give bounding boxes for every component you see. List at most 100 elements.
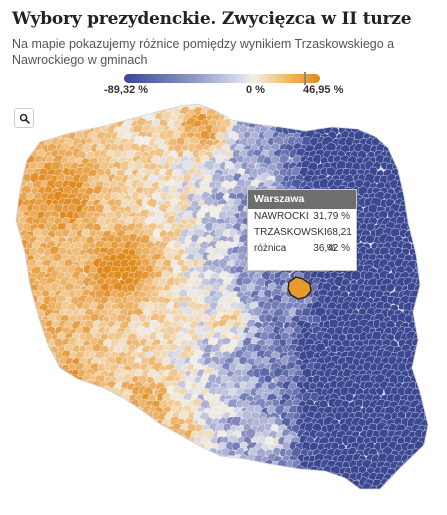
municipality-cell[interactable] [427,405,437,415]
municipality-cell[interactable] [58,368,70,381]
municipality-cell[interactable] [322,476,333,489]
municipality-cell[interactable] [27,418,41,430]
municipality-cell[interactable] [5,425,15,435]
municipality-cell[interactable] [384,97,394,105]
municipality-cell[interactable] [17,337,29,350]
municipality-cell[interactable] [424,434,436,448]
municipality-cell[interactable] [305,95,316,105]
municipality-cell[interactable] [253,479,265,489]
municipality-cell[interactable] [339,94,351,105]
municipality-cell[interactable] [99,452,111,465]
municipality-cell[interactable] [39,434,50,446]
municipality-cell[interactable] [394,465,406,476]
municipality-cell[interactable] [144,459,155,471]
municipality-cell[interactable] [142,101,152,111]
municipality-cell[interactable] [314,112,327,124]
municipality-cell[interactable] [190,467,200,477]
municipality-cell[interactable] [34,338,44,349]
municipality-cell[interactable] [28,356,41,368]
municipality-cell[interactable] [8,161,18,172]
municipality-cell[interactable] [130,483,139,493]
municipality-cell[interactable] [194,461,206,472]
municipality-cell[interactable] [64,382,73,392]
municipality-cell[interactable] [394,149,403,159]
municipality-cell[interactable] [120,467,131,477]
municipality-cell[interactable] [35,113,48,125]
municipality-cell[interactable] [6,349,17,361]
municipality-cell[interactable] [316,101,328,111]
municipality-cell[interactable] [326,485,338,496]
municipality-cell[interactable] [176,467,189,477]
municipality-cell[interactable] [16,406,26,416]
municipality-cell[interactable] [71,112,83,125]
municipality-cell[interactable] [399,163,410,173]
municipality-cell[interactable] [140,440,153,453]
municipality-cell[interactable] [216,102,229,113]
municipality-cell[interactable] [424,377,433,385]
municipality-cell[interactable] [313,484,324,496]
municipality-cell[interactable] [424,205,436,216]
municipality-cell[interactable] [22,320,33,330]
municipality-cell[interactable] [25,471,35,483]
municipality-cell[interactable] [43,480,52,489]
municipality-cell[interactable] [424,313,435,326]
municipality-cell[interactable] [25,424,35,435]
municipality-cell[interactable] [129,459,141,470]
municipality-cell[interactable] [246,479,258,489]
municipality-cell[interactable] [414,174,424,184]
municipality-cell[interactable] [33,95,44,105]
municipality-cell[interactable] [207,461,218,471]
municipality-cell[interactable] [41,411,50,422]
municipality-cell[interactable] [151,448,162,460]
municipality-cell[interactable] [416,151,426,160]
municipality-cell[interactable] [22,466,33,479]
municipality-cell[interactable] [416,169,427,179]
municipality-cell[interactable] [157,101,166,110]
municipality-cell[interactable] [404,118,414,128]
municipality-cell[interactable] [20,417,33,428]
municipality-cell[interactable] [166,461,175,473]
municipality-cell[interactable] [73,120,86,131]
municipality-cell[interactable] [13,437,23,447]
municipality-cell[interactable] [50,467,60,477]
municipality-cell[interactable] [113,430,125,441]
municipality-cell[interactable] [112,417,124,429]
municipality-cell[interactable] [221,484,232,496]
municipality-cell[interactable] [222,457,234,471]
municipality-cell[interactable] [424,228,435,239]
municipality-cell[interactable] [263,485,275,496]
municipality-cell[interactable] [22,334,31,345]
municipality-cell[interactable] [54,422,66,434]
municipality-cell[interactable] [411,143,422,156]
municipality-cell[interactable] [16,309,26,320]
municipality-cell[interactable] [234,484,247,494]
municipality-cell[interactable] [91,478,103,489]
municipality-cell[interactable] [392,113,405,125]
municipality-cell[interactable] [116,471,128,486]
municipality-cell[interactable] [290,479,300,489]
municipality-cell[interactable] [42,428,55,439]
municipality-cell[interactable] [341,106,353,119]
municipality-cell[interactable] [404,142,414,154]
municipality-cell[interactable] [25,372,35,385]
municipality-cell[interactable] [97,413,106,422]
municipality-cell[interactable] [218,478,229,488]
municipality-cell[interactable] [298,93,311,106]
municipality-cell[interactable] [43,467,54,477]
municipality-cell[interactable] [389,485,399,495]
municipality-cell[interactable] [95,471,109,483]
municipality-cell[interactable] [23,338,35,349]
municipality-cell[interactable] [299,484,310,495]
municipality-cell[interactable] [21,137,35,148]
municipality-cell[interactable] [13,96,23,106]
municipality-cell[interactable] [426,160,437,172]
municipality-cell[interactable] [413,114,426,126]
municipality-cell[interactable] [29,369,39,381]
municipality-cell[interactable] [186,483,197,494]
municipality-cell[interactable] [101,94,114,106]
municipality-cell[interactable] [140,430,151,442]
municipality-cell[interactable] [101,422,113,434]
municipality-cell[interactable] [108,398,120,409]
municipality-cell[interactable] [56,124,67,136]
municipality-cell[interactable] [414,199,424,208]
